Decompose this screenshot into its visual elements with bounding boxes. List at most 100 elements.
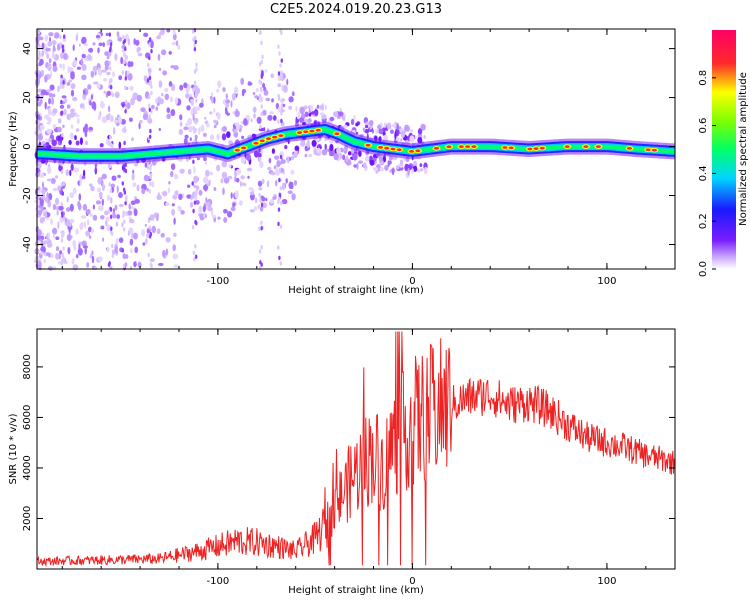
noise-point [209,111,213,115]
noise-point [304,147,309,152]
noise-point [55,175,58,179]
noise-point [373,167,379,171]
noise-point [114,53,118,61]
noise-point [299,106,305,115]
streak-point [108,60,112,66]
noise-point [69,132,74,140]
noise-point [114,119,118,124]
noise-point [236,168,242,175]
noise-point [101,173,107,180]
streak-point [194,39,197,45]
streak-point [260,111,263,117]
streak-point [258,192,261,198]
noise-point [170,109,176,117]
snr-y-label: SNR (10 * v/v) [8,413,19,484]
noise-point [329,152,335,157]
streak-point [149,181,152,187]
noise-point [124,210,129,217]
noise-point [391,168,395,176]
x-tick-label: -100 [207,576,230,587]
noise-point [220,178,224,184]
noise-point [116,214,121,220]
noise-point [127,60,132,68]
noise-point [44,34,48,42]
noise-point [245,153,251,161]
noise-point [115,221,119,227]
noise-point [66,104,71,109]
streak-point [62,246,65,251]
streak-point [259,197,262,203]
noise-point [290,182,294,190]
noise-point [118,37,123,42]
noise-point [114,214,117,219]
noise-point [241,135,245,140]
streak-point [146,165,150,170]
noise-point [70,89,75,97]
streak-point [109,207,113,212]
streak-point [60,258,64,264]
noise-point [92,214,98,221]
streak-point [150,49,153,54]
noise-point [213,124,217,129]
y-tick-label: 2000 [22,506,33,531]
noise-point [50,97,53,104]
noise-point [101,198,104,206]
streak-point [195,62,198,67]
noise-point [118,116,122,124]
noise-point [42,240,48,245]
noise-point [388,156,394,161]
noise-point [206,182,211,187]
noise-point [76,118,80,125]
noise-point [314,110,319,117]
noise-point [221,133,227,141]
noise-point [249,209,255,213]
noise-point [329,143,334,152]
noise-point [70,71,75,77]
noise-point [68,67,74,73]
noise-point [174,97,179,105]
noise-point [173,173,179,180]
noise-point [136,94,142,102]
noise-point [287,190,293,194]
noise-point [292,91,295,96]
noise-point [104,51,109,56]
noise-point [395,137,400,141]
noise-point [111,175,117,181]
noise-point [194,87,201,95]
noise-point [91,250,94,256]
noise-point [162,70,168,76]
streak-point [59,63,62,69]
colorbar-tick-label: 0.6 [698,118,709,134]
colorbar-tick-label: 0.2 [698,213,709,229]
streak-point [278,255,281,261]
colorbar-tick-label: 0.0 [698,261,709,277]
noise-point [259,206,264,212]
noise-point [37,189,41,196]
snr-line [36,331,676,567]
noise-point [198,126,201,135]
noise-point [124,262,128,267]
noise-point [97,114,101,121]
noise-point [97,176,102,185]
noise-point [68,140,72,145]
noise-point [209,171,214,176]
streak-point [150,264,153,269]
noise-point [62,63,65,71]
streak-point [60,238,64,243]
noise-point [295,116,298,125]
streak-point [62,255,65,260]
y-tick-label: 20 [22,91,33,104]
noise-point [177,206,182,212]
noise-point [45,47,51,52]
noise-point [180,210,185,215]
noise-point [173,65,179,71]
noise-point [190,99,194,103]
noise-point [50,177,56,184]
noise-point [37,209,43,216]
noise-point [79,175,83,183]
noise-point [266,180,270,188]
noise-point [171,208,176,216]
noise-point [72,240,76,248]
noise-point [288,96,294,103]
noise-point [166,28,171,33]
